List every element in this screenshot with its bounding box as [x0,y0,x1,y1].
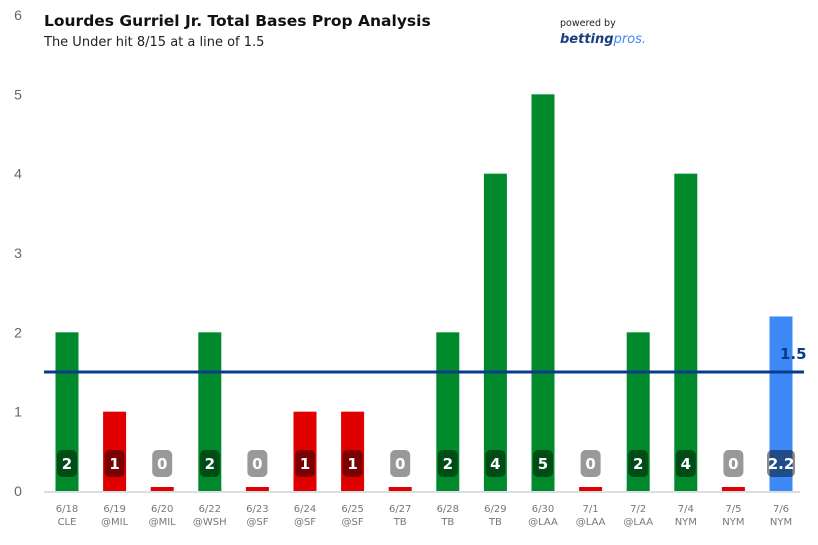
y-tick-label: 0 [14,483,22,499]
value-badge [342,450,363,477]
value-badge [57,450,77,477]
x-tick-opponent: @MIL [149,517,177,528]
data-label: 2 [633,455,643,473]
x-tick-date: 7/2 [630,504,646,515]
y-tick-label: 1 [14,404,22,420]
brand-light: pros. [613,32,647,47]
y-tick-label: 4 [14,166,22,182]
data-label: 5 [538,455,548,473]
x-tick-opponent: NYM [722,517,744,528]
x-tick-opponent: @LAA [528,517,558,528]
value-badge [767,450,795,477]
bettingpros-logo[interactable]: bettingpros. [560,32,646,47]
x-tick-date: 7/4 [678,504,694,515]
value-badge [152,450,173,477]
x-tick-opponent: @SF [342,517,364,528]
bar-7/4 [674,173,698,491]
x-tick-date: 6/18 [56,504,78,515]
bar-7/1 [579,487,603,491]
x-tick-date: 6/23 [246,504,268,515]
x-tick-date: 6/20 [151,504,173,515]
x-tick-opponent: @WSH [193,517,227,528]
bar-6/25 [341,411,365,491]
data-label: 1 [347,455,357,473]
x-tick-opponent: CLE [58,517,77,528]
bar-7/6 [769,316,793,491]
data-label: 4 [681,455,691,473]
data-label: 0 [395,455,405,473]
data-label: 4 [490,455,500,473]
data-label: 1 [109,455,119,473]
y-tick-label: 3 [14,245,22,261]
bar-6/23 [245,487,269,491]
value-badge [390,450,411,477]
bar-6/27 [388,487,412,491]
x-tick-date: 6/29 [484,504,506,515]
data-label: 2 [443,455,453,473]
value-badge [485,450,506,477]
data-label: 2 [62,455,72,473]
x-tick-opponent: @LAA [623,517,653,528]
value-badge [533,450,553,477]
value-badge [104,450,125,477]
x-tick-date: 6/24 [294,504,316,515]
x-tick-date: 6/19 [103,504,125,515]
x-tick-date: 7/6 [773,504,789,515]
data-label: 2 [205,455,215,473]
data-label: 0 [728,455,738,473]
x-tick-date: 6/28 [437,504,459,515]
bar-6/20 [150,487,174,491]
data-label: 0 [252,455,262,473]
chart-subtitle: The Under hit 8/15 at a line of 1.5 [44,35,265,50]
x-tick-opponent: @MIL [101,517,129,528]
y-tick-label: 6 [14,7,22,23]
bar-6/24 [293,411,317,491]
data-label: 1 [300,455,310,473]
value-badge [628,450,649,477]
x-tick-date: 6/30 [532,504,554,515]
data-label: 0 [157,455,167,473]
value-badge [247,450,268,477]
prop-line-label: 1.5 [780,345,807,363]
y-tick-label: 2 [14,324,22,340]
data-label: 2.2 [768,455,795,473]
bar-7/5 [721,487,745,491]
x-tick-opponent: TB [488,517,502,528]
data-label: 0 [585,455,595,473]
bar-6/19 [103,411,127,491]
x-tick-opponent: @SF [246,517,268,528]
x-tick-opponent: NYM [675,517,697,528]
x-tick-opponent: TB [393,517,407,528]
x-tick-opponent: NYM [770,517,792,528]
value-badge [199,450,220,477]
x-tick-opponent: TB [440,517,454,528]
bar-6/30 [531,94,555,491]
y-tick-label: 5 [14,86,22,102]
x-tick-date: 7/1 [583,504,599,515]
value-badge [437,450,458,477]
brand-bold: betting [560,32,614,47]
x-tick-opponent: @LAA [576,517,606,528]
bar-6/29 [483,173,507,491]
x-tick-date: 6/25 [341,504,363,515]
value-badge [675,450,696,477]
x-tick-opponent: @SF [294,517,316,528]
x-tick-date: 6/22 [199,504,221,515]
chart-title: Lourdes Gurriel Jr. Total Bases Prop Ana… [44,12,431,30]
x-tick-date: 7/5 [725,504,741,515]
value-badge [580,450,601,477]
powered-by-label: powered by [560,18,616,29]
value-badge [295,450,315,477]
x-tick-date: 6/27 [389,504,411,515]
value-badge [723,450,744,477]
